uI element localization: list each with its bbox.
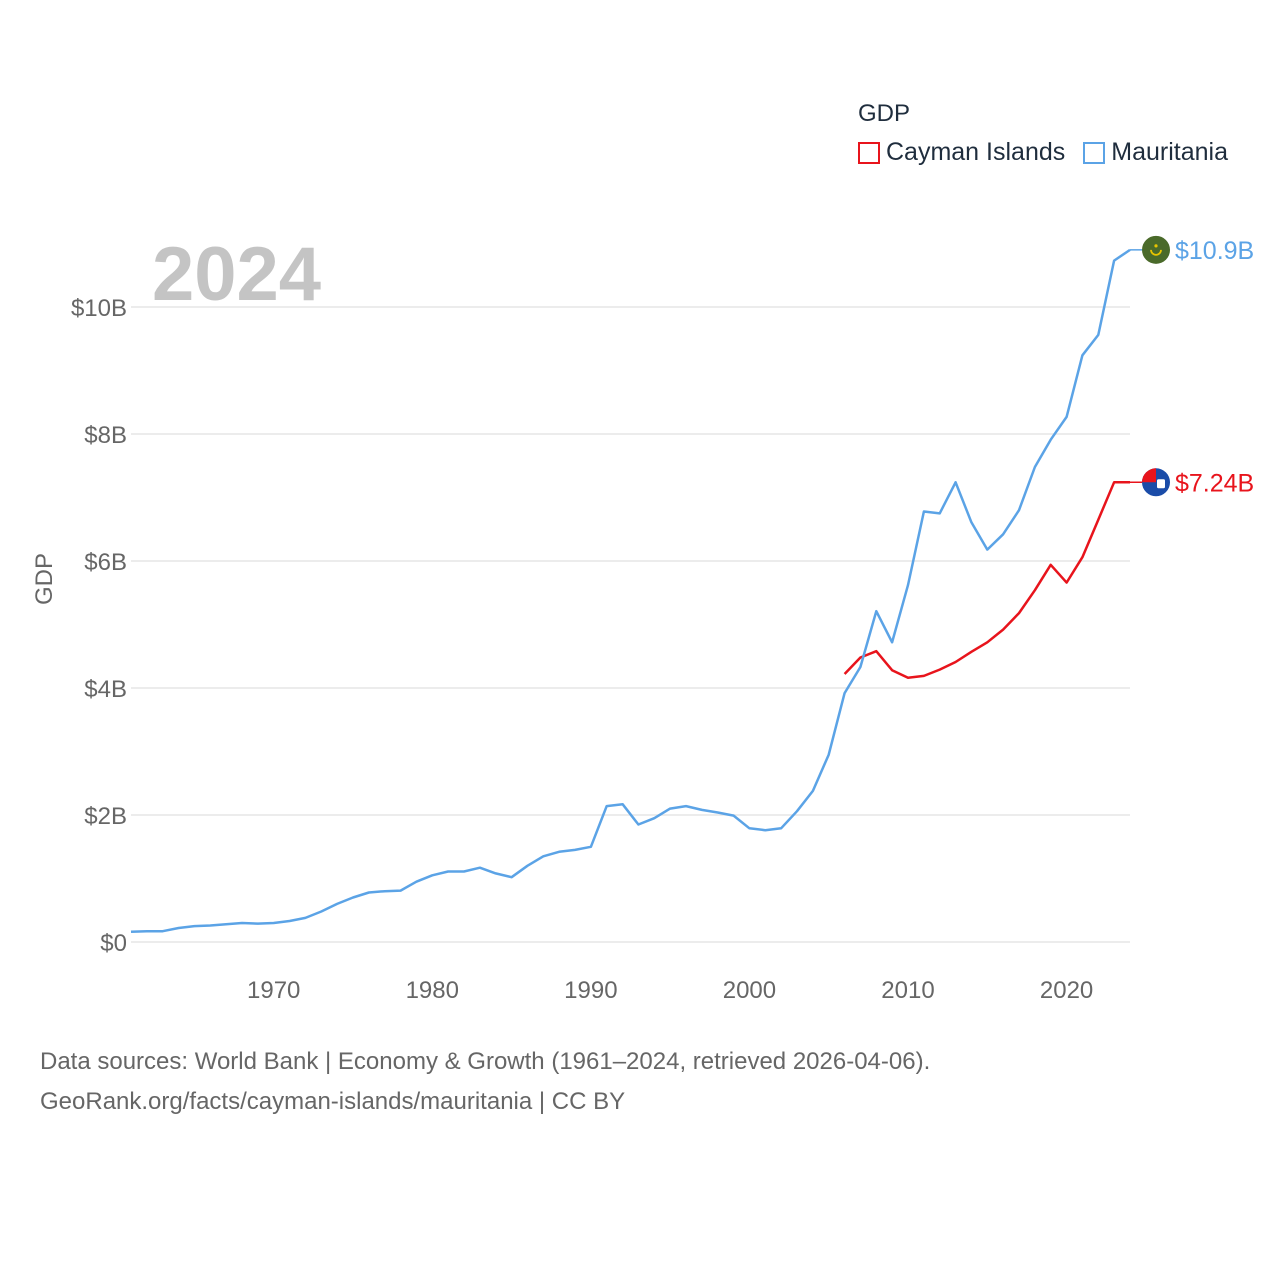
legend-label-cayman-islands: Cayman Islands [886,138,1066,166]
legend-swatch-mauritania [1083,141,1106,164]
union-jack-icon [1142,468,1156,483]
x-tick-label: 2020 [1040,977,1093,1004]
end-value-label-mauritania: $10.9B [1175,237,1254,265]
end-value-label-cayman-islands: $7.24B [1175,469,1254,497]
x-tick-label: 2010 [881,977,934,1004]
legend-item-mauritania[interactable]: Mauritania [1083,138,1228,167]
series-line-mauritania [130,248,1131,934]
x-tick-label: 1990 [564,977,617,1004]
legend: GDP Cayman Islands Mauritania [858,100,1228,167]
y-axis-title: GDP [31,553,58,605]
mauritania-flag-icon [1142,235,1170,264]
legend-item-cayman-islands[interactable]: Cayman Islands [858,138,1065,167]
x-tick-label: 1970 [247,977,300,1004]
footer: Data sources: World Bank | Economy & Gro… [40,1042,930,1122]
series-line-cayman-islands [843,481,1130,680]
legend-swatch-cayman-islands [858,141,880,164]
y-tick-label: $4B [84,676,127,703]
data-sources-note: Data sources: World Bank | Economy & Gro… [40,1048,931,1075]
y-tick-label: $10B [71,295,127,322]
y-tick-label: $0 [100,930,127,957]
x-tick-label: 2000 [723,977,776,1004]
y-tick-label: $8B [84,422,127,449]
star-icon [1154,244,1158,248]
coat-of-arms-icon [1157,479,1165,489]
legend-title: GDP [858,100,911,127]
y-tick-label: $6B [84,549,127,576]
x-tick-label: 1980 [406,977,459,1004]
legend-label-mauritania: Mauritania [1111,138,1228,166]
y-tick-label: $2B [84,803,127,830]
year-watermark: 2024 [152,232,321,317]
crescent-icon [1150,249,1162,256]
source-link[interactable]: GeoRank.org/facts/cayman-islands/maurita… [40,1088,626,1115]
